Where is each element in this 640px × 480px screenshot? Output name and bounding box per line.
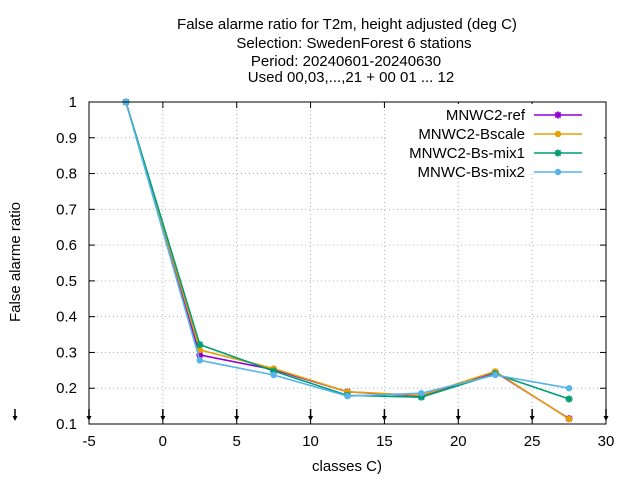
data-point [344,392,351,400]
data-point [196,341,204,349]
y-axis-label: False alarme ratio [7,202,24,322]
y-tick-label: 1 [69,94,77,111]
class-marker-head [12,416,18,421]
tick-labels: 0.1 0.2 0.3 0.4 0.5 0.6 0.7 0.8 0.9 1 -5 0 5 10 15 20 25… [56,94,614,450]
marker-stroke [196,341,204,348]
legend-label: MNWC2-ref [446,107,526,124]
legend-marker [554,168,562,176]
y-tick-label: 0.6 [56,237,77,254]
data-point [196,357,203,364]
legend-label: MNWC-Bs-mix2 [418,164,525,181]
x-tick-label: -5 [82,433,95,450]
x-tick-label: 5 [233,433,241,450]
data-point [270,371,277,379]
data-point [196,346,203,354]
data-point [565,415,573,423]
x-tick-label: 15 [376,433,393,450]
title-line-1: False alarme ratio for T2m, height adjus… [177,16,517,33]
legend-marker [554,111,562,119]
series-layer [122,98,573,423]
marker-stroke [565,395,573,403]
legend: MNWC2-ref MNWC2-Bscale MNWC2-Bs-mix1 MNWC-B… [388,104,604,181]
marker-stroke [554,149,562,157]
title-line-4: Used 00,03,...,21 + 00 01 ... 12 [248,69,454,86]
y-tick-label: 0.9 [56,130,77,147]
y-tick-label: 0.7 [56,201,77,218]
y-tick-label: 0.4 [56,309,77,326]
y-tick-label: 0.3 [56,344,77,361]
legend-label: MNWC2-Bscale [418,126,525,143]
legend-label: MNWC2-Bs-mix1 [409,145,525,162]
plot-frame [88,101,607,425]
x-axis-label: classes C) [312,458,382,475]
data-point [565,385,573,392]
y-tick-label: 0.1 [56,416,77,433]
data-point [565,395,573,403]
legend-marker [554,149,562,157]
x-tick-label: 30 [598,433,615,450]
x-tick-label: 0 [159,433,167,450]
title-line-2: Selection: SwedenForest 6 stations [236,35,471,52]
chart-title: False alarme ratio for T2m, height adjus… [177,16,517,86]
data-point [418,390,425,397]
x-tick-label: 10 [302,433,319,450]
grid [89,102,606,424]
y-tick-label: 0.2 [56,380,77,397]
data-point [492,371,499,379]
y-tick-label: 0.5 [56,273,77,290]
marker-stroke [554,111,562,119]
x-tick-label: 20 [450,433,467,450]
series-4 [122,98,573,400]
legend-marker [554,130,562,138]
title-line-3: Period: 20240601-20240630 [251,53,441,70]
y-tick-label: 0.8 [56,166,77,183]
x-tick-label: 25 [524,433,541,450]
